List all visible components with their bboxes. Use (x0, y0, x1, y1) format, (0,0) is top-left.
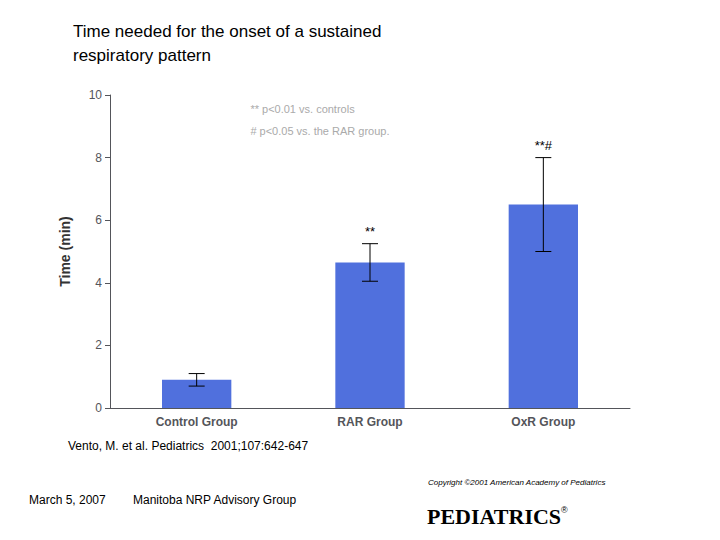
svg-text:OxR Group: OxR Group (511, 415, 575, 429)
svg-text:**#: **# (535, 138, 553, 153)
svg-text:Control Group: Control Group (156, 415, 238, 429)
svg-text:2: 2 (95, 338, 102, 352)
svg-text:Time (min): Time (min) (57, 216, 73, 287)
svg-text:respiratory pattern: respiratory pattern (73, 46, 211, 65)
svg-text:®: ® (561, 505, 568, 515)
svg-text:6: 6 (95, 213, 102, 227)
svg-text:Time needed for the onset of a: Time needed for the onset of a sustained (73, 22, 381, 41)
svg-text:# p<0.05 vs. the RAR group.: # p<0.05 vs. the RAR group. (250, 125, 389, 137)
svg-text:10: 10 (89, 88, 103, 102)
svg-text:March 5, 2007: March 5, 2007 (29, 493, 106, 507)
svg-text:8: 8 (95, 151, 102, 165)
svg-text:RAR Group: RAR Group (337, 415, 402, 429)
svg-text:PEDIATRICS: PEDIATRICS (427, 504, 561, 529)
svg-text:0: 0 (95, 401, 102, 415)
svg-text:Manitoba NRP Advisory Group: Manitoba NRP Advisory Group (133, 493, 297, 507)
svg-text:** p<0.01 vs. controls: ** p<0.01 vs. controls (250, 103, 355, 115)
svg-text:**: ** (365, 224, 375, 239)
svg-text:Copyright ©2001 American Acade: Copyright ©2001 American Academy of Pedi… (428, 478, 605, 487)
svg-text:4: 4 (95, 276, 102, 290)
svg-text:Vento, M. et al. Pediatrics 2: Vento, M. et al. Pediatrics 2001;107:642… (68, 439, 308, 453)
